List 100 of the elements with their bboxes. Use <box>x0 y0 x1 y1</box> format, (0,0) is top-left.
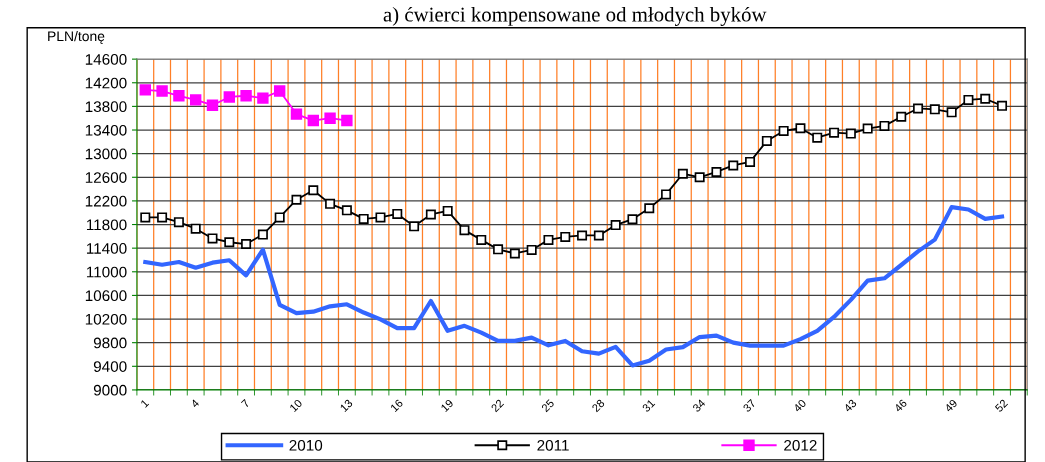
point <box>409 221 420 232</box>
point <box>929 104 940 115</box>
y-tick-label: 14600 <box>85 54 127 65</box>
chart-title: a) ćwierci kompensowane od młodych byków <box>383 6 767 26</box>
y-tick-label: 12600 <box>85 172 127 183</box>
point <box>207 233 218 244</box>
point <box>627 214 638 225</box>
y-tick-label: 9400 <box>93 361 127 372</box>
point <box>593 230 604 241</box>
point <box>139 84 151 96</box>
point <box>206 99 219 111</box>
point <box>425 209 436 220</box>
point <box>509 248 520 259</box>
point <box>173 90 185 102</box>
point <box>223 91 235 103</box>
x-tick-label: 7 <box>240 398 250 408</box>
point <box>812 132 823 143</box>
point <box>946 107 957 118</box>
x-tick-label: 28 <box>591 398 605 413</box>
y-tick-label: 13000 <box>85 148 127 160</box>
point <box>795 123 806 134</box>
y-tick-label: 12200 <box>85 195 127 207</box>
point <box>375 212 386 223</box>
point <box>442 205 453 216</box>
point <box>745 156 756 167</box>
y-tick-label: 13400 <box>85 124 127 136</box>
point <box>156 85 168 97</box>
point <box>257 92 269 104</box>
x-tick-label: 52 <box>994 398 1009 413</box>
point <box>459 225 470 236</box>
point <box>358 213 369 224</box>
point <box>290 108 303 120</box>
x-tick-label: 13 <box>339 398 354 413</box>
point <box>677 168 688 179</box>
y-tick-label: 9000 <box>93 384 127 396</box>
point <box>526 244 537 255</box>
legend-label: 2012 <box>784 439 817 451</box>
point <box>341 114 353 127</box>
point <box>392 208 403 219</box>
point <box>240 90 252 102</box>
legend-label: 2011 <box>537 439 569 451</box>
point <box>190 223 201 234</box>
point <box>189 94 202 106</box>
x-tick-label: 1 <box>140 398 150 408</box>
point <box>778 125 789 136</box>
point <box>896 111 907 122</box>
point <box>140 212 151 223</box>
point <box>493 244 504 255</box>
legend-label: 2010 <box>289 439 323 451</box>
point <box>577 230 588 241</box>
point <box>307 114 319 127</box>
x-tick-label: 49 <box>944 398 958 413</box>
x-tick-label: 31 <box>641 398 656 413</box>
point <box>273 85 286 97</box>
point <box>325 198 336 209</box>
point <box>173 217 184 228</box>
point <box>324 112 336 124</box>
x-tick-label: 10 <box>289 398 303 413</box>
x-tick-label: 34 <box>692 398 706 413</box>
point <box>610 220 621 231</box>
point <box>694 172 705 183</box>
y-tick-label: 11800 <box>86 219 127 231</box>
x-tick-label: 37 <box>742 398 757 413</box>
point <box>980 93 991 104</box>
point <box>476 234 487 245</box>
y-tick-label: 11000 <box>86 266 127 278</box>
point <box>644 203 655 214</box>
point <box>224 237 235 248</box>
x-tick-label: 4 <box>190 398 200 409</box>
x-tick-label: 19 <box>440 398 454 413</box>
point <box>997 100 1008 111</box>
point <box>157 212 168 223</box>
y-tick-label: 9800 <box>93 337 127 349</box>
line-series <box>143 205 1005 368</box>
point <box>308 185 319 196</box>
y-tick-label: 10200 <box>85 313 127 325</box>
point <box>862 123 873 134</box>
point <box>728 160 739 171</box>
y-tick-label: 10600 <box>85 290 127 302</box>
point <box>761 135 772 146</box>
point <box>560 231 571 242</box>
y-tick-label: 13800 <box>85 101 127 113</box>
point <box>341 205 352 216</box>
y-tick-label: 11400 <box>86 243 127 254</box>
x-tick-label: 22 <box>490 398 505 413</box>
point <box>879 120 890 131</box>
point <box>711 166 722 177</box>
x-tick-label: 43 <box>843 398 857 413</box>
point <box>257 229 268 240</box>
point <box>829 127 840 138</box>
x-tick-label: 16 <box>390 398 404 413</box>
y-tick-label: 14200 <box>85 77 127 89</box>
point <box>241 239 252 250</box>
point <box>845 128 856 139</box>
x-tick-label: 46 <box>893 398 908 413</box>
point <box>913 103 924 114</box>
x-tick-label: 40 <box>792 398 807 413</box>
point <box>963 94 974 105</box>
x-tick-label: 25 <box>541 398 555 413</box>
point <box>543 234 554 245</box>
